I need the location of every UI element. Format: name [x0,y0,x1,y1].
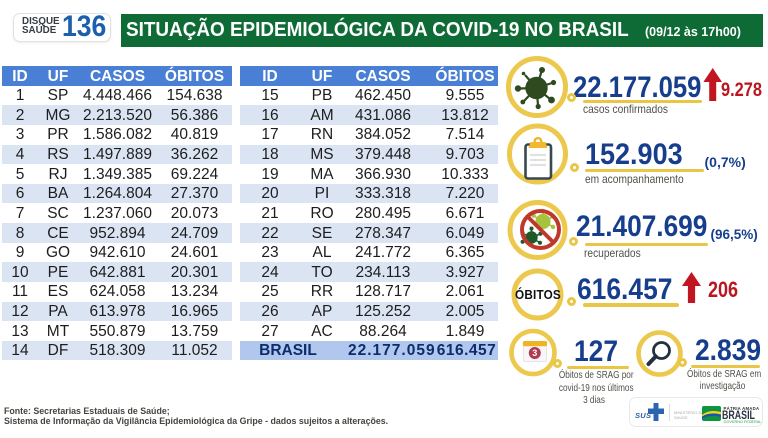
svg-text:3: 3 [532,348,537,358]
